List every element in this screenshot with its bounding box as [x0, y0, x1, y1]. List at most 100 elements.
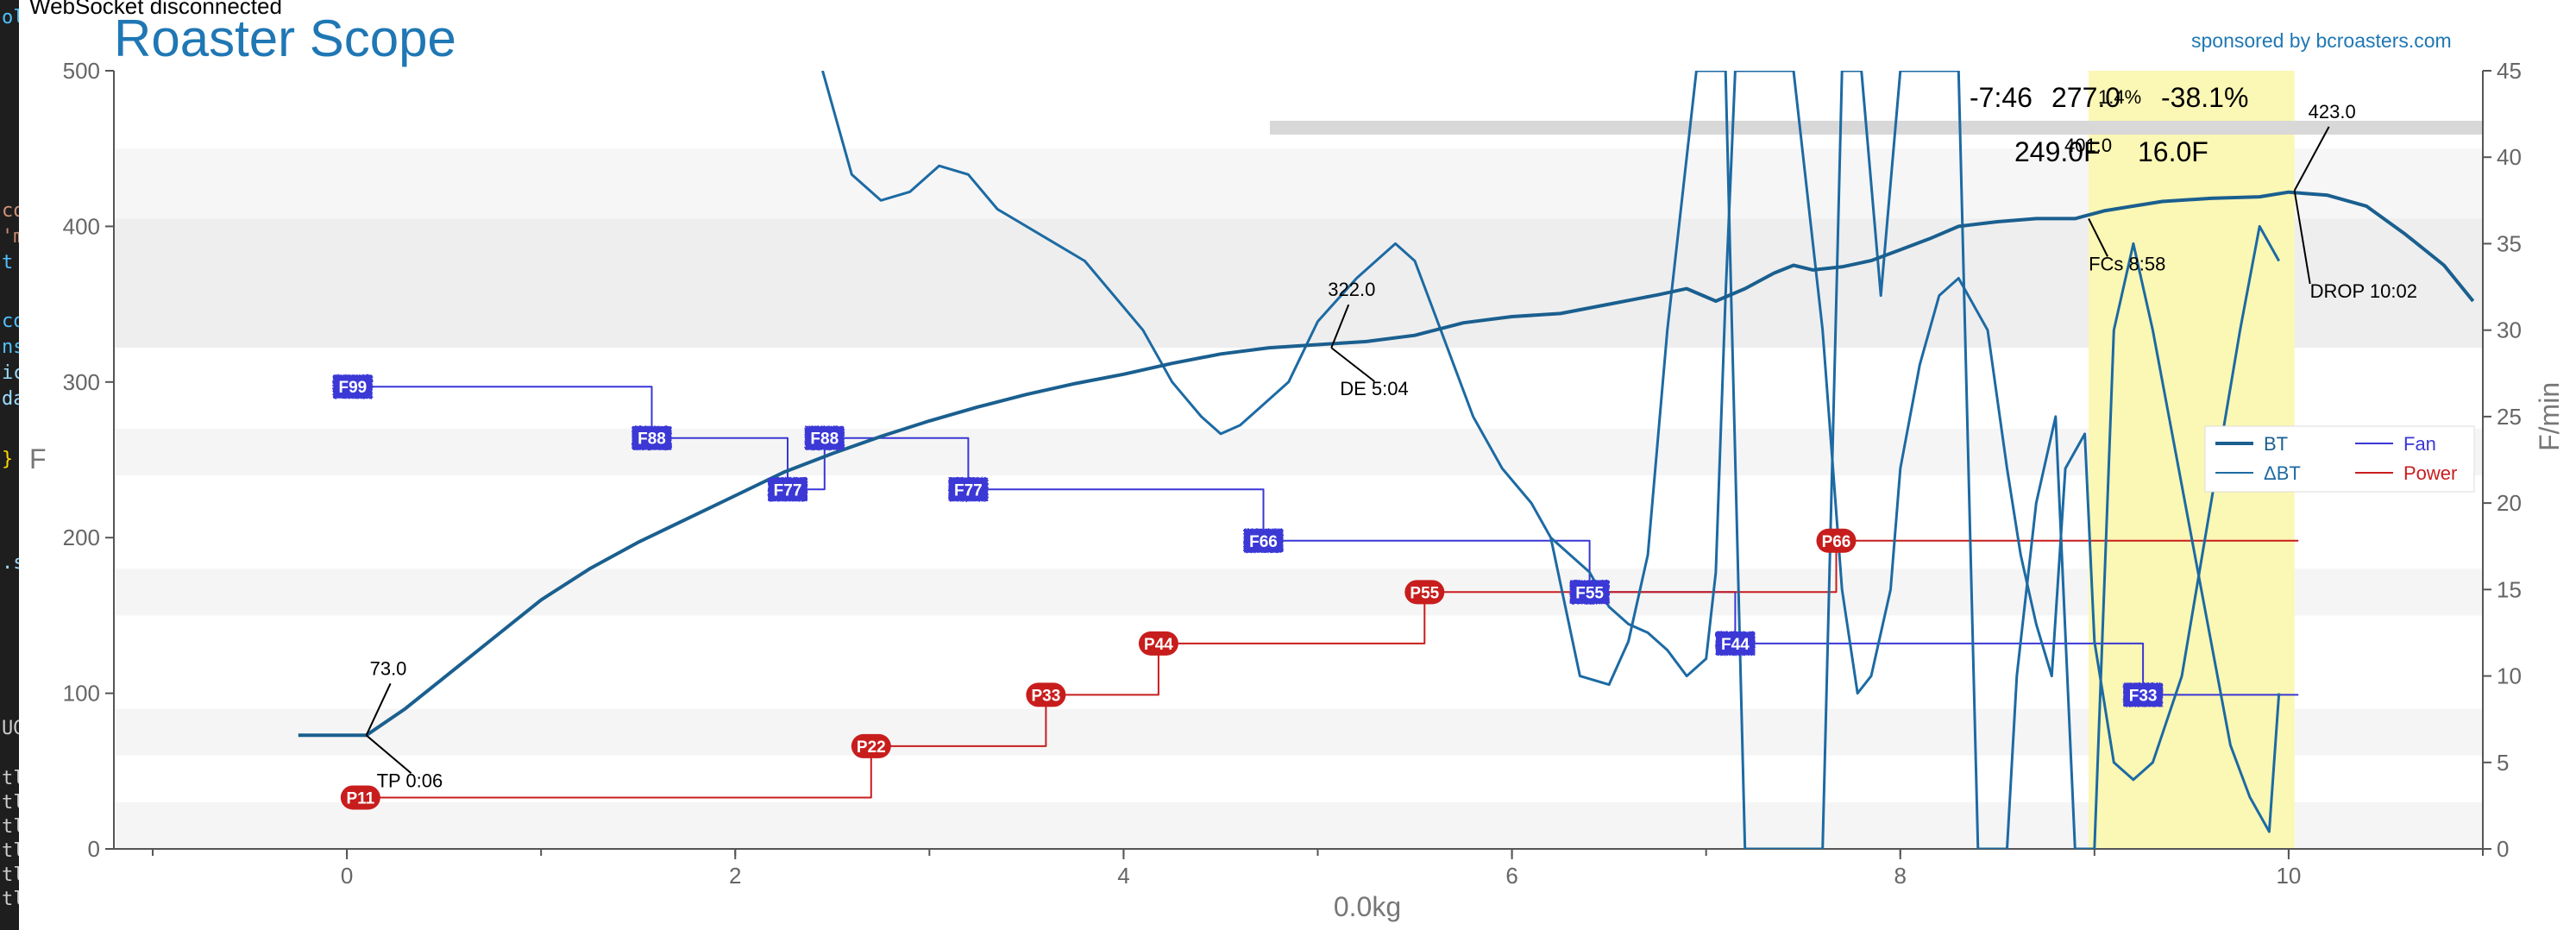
power-marker-bg [1816, 528, 1857, 553]
y2-tick-label: 5 [2497, 750, 2509, 776]
y2-tick-label: 10 [2497, 663, 2522, 689]
annotation-leader-up [2293, 126, 2330, 192]
fan-marker-bg [332, 374, 373, 399]
band [114, 148, 2483, 219]
legend-box [2204, 425, 2475, 493]
fan-marker-label: F77 [954, 481, 983, 500]
terminal-fragment: ns [2, 336, 19, 358]
y2-tick-label: 30 [2497, 317, 2522, 343]
annotation-leader-down [2088, 217, 2108, 257]
series-group [298, 71, 2475, 849]
delta-bt-line-late [1549, 71, 2281, 849]
terminal-fragment: tl [2, 792, 19, 814]
legend-label: BT [2264, 433, 2288, 455]
readout-temp2-overlap: 401.0 [2064, 135, 2112, 156]
annotation-value: 322.0 [1328, 279, 1375, 300]
app-title: Roaster Scope [114, 9, 456, 67]
y2-axis-label: F/min [2534, 382, 2565, 451]
terminal-fragment: t [2, 252, 14, 273]
terminal-fragment: tl [2, 840, 19, 862]
power-marker-label: P44 [1144, 636, 1173, 654]
terminal-panel-edge: ol co'm t co ns ic da} .s UG tl tl tl tl tl tl [0, 0, 19, 930]
y-tick-label: 100 [63, 681, 100, 707]
y2-tick-label: 0 [2497, 836, 2509, 862]
y2-tick-label: 40 [2497, 144, 2522, 170]
fan-marker-label: F66 [1249, 533, 1278, 551]
band [114, 708, 2483, 756]
band [114, 801, 2483, 849]
power-marker-label: P11 [346, 789, 374, 807]
annotation-leader-down [1330, 347, 1375, 382]
terminal-fragment: ol [2, 7, 19, 28]
progress-track [1270, 121, 2483, 135]
y2-tick-label: 45 [2497, 58, 2522, 84]
y-axis-label: F [29, 443, 47, 474]
fan-marker-bg [948, 477, 989, 502]
fan-marker-bg [1569, 580, 1610, 605]
setting-markers: F99 F88 F77 F88 F77 F66 F55 F44 F33 P11 P22 P33 P44 P… [332, 374, 2164, 810]
terminal-fragment: .s [2, 552, 19, 574]
fan-marker-label: F88 [810, 430, 839, 449]
fan-marker-bg [1243, 528, 1284, 553]
band [114, 218, 2483, 349]
y-tick-label: 200 [63, 525, 100, 550]
band [114, 428, 2483, 476]
readout-temp-overlap: 1.4% [2098, 86, 2141, 108]
terminal-fragment: tl [2, 768, 19, 789]
x-tick-label: 2 [729, 863, 741, 889]
axes: 0 100 200 300 400 500 0 5 10 15 20 25 30 35 40 45 0 2 4 6 8 1… [29, 58, 2565, 922]
terminal-fragment: tl [2, 864, 19, 886]
y2-tick-label: 25 [2497, 404, 2522, 430]
x-tick-label: 6 [1505, 863, 1517, 889]
legend-label: Power [2403, 462, 2457, 484]
sponsor-link[interactable]: sponsored by bcroasters.com [2191, 29, 2452, 52]
y-tick-label: 400 [63, 213, 100, 239]
terminal-fragment: co [2, 311, 19, 332]
readout-temp2: 249.0F [2014, 136, 2101, 167]
annotation-event: DROP 10:02 [2310, 280, 2417, 302]
y-tick-label: 500 [63, 58, 100, 84]
y2-tick-label: 20 [2497, 490, 2522, 516]
annotation-leader-down [365, 734, 412, 775]
live-readouts: -7:46 277.0 1.4% -38.1% 249.0F 401.0 16.… [1970, 82, 2248, 167]
annotation-leader-down [2293, 190, 2311, 285]
terminal-fragment: tl [2, 816, 19, 838]
terminal-fragment: 'm [2, 226, 19, 248]
annotation-leader-up [1330, 304, 1350, 349]
y2-tick-label: 35 [2497, 230, 2522, 256]
terminal-fragment: ic [2, 362, 19, 384]
annotation-event: TP 0:06 [377, 770, 443, 791]
power-marker-label: P66 [1822, 533, 1851, 551]
annotation-event: DE 5:04 [1340, 378, 1409, 399]
band [114, 615, 2483, 709]
chart-legend: BT Fan ΔBT Power [2204, 425, 2475, 493]
band [114, 71, 2483, 149]
fan-marker-label: F99 [338, 379, 367, 397]
power-marker-label: P33 [1031, 687, 1060, 705]
fan-marker-bg [2123, 682, 2164, 707]
fan-marker-bg [631, 425, 672, 450]
annotation-value: 423.0 [2309, 101, 2356, 123]
annotation-leader-up [365, 682, 392, 736]
annotation-value: 73.0 [370, 657, 407, 679]
band [114, 755, 2483, 802]
annotation-event: FCs 8:58 [2089, 253, 2165, 274]
x-tick-label: 4 [1117, 863, 1129, 889]
power-marker-bg [1404, 580, 1445, 605]
bt-line [298, 190, 2475, 738]
readout-time: -7:46 [1970, 82, 2033, 113]
fan-marker-label: F77 [774, 481, 802, 500]
terminal-fragment: } [2, 449, 14, 470]
readout-rate: 16.0F [2138, 136, 2208, 167]
y-tick-label: 300 [63, 369, 100, 395]
terminal-fragment: tl [2, 889, 19, 910]
delta-bt-line [821, 71, 2281, 782]
readout-temp: 277.0 [2051, 82, 2120, 113]
x-tick-label: 10 [2276, 863, 2301, 889]
connection-status: WebSocket disconnected [29, 0, 282, 19]
fan-marker-label: F33 [2129, 687, 2158, 705]
power-marker-bg [851, 733, 891, 758]
legend-label: Fan [2403, 433, 2436, 455]
x-tick-label: 8 [1894, 863, 1907, 889]
